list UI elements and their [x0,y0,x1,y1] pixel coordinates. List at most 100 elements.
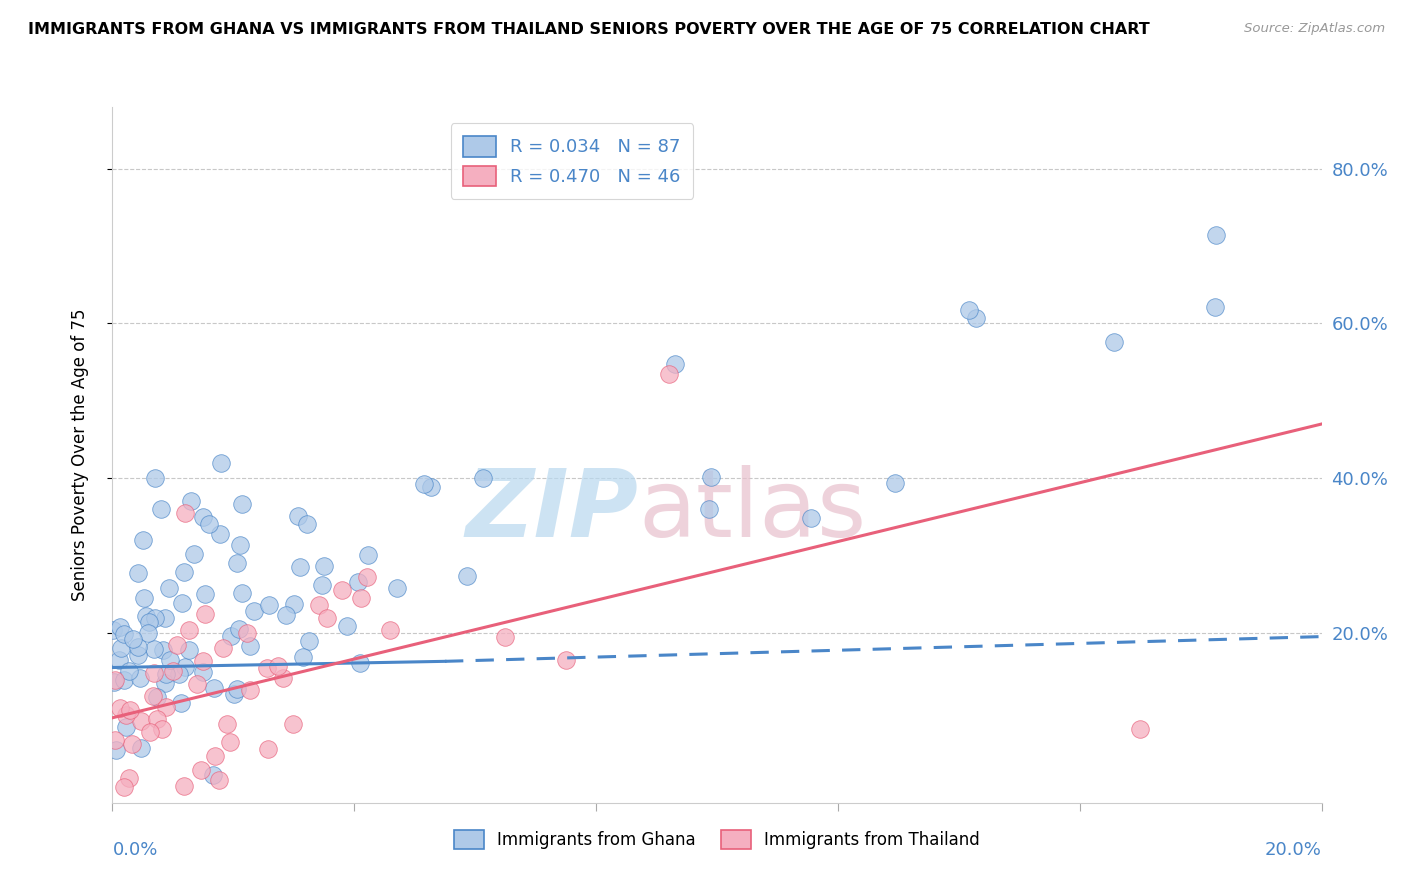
Point [295,517,318,532]
Point [127,640,149,654]
Text: 20.0%: 20.0% [1265,841,1322,859]
Point [194,587,217,601]
Legend: Immigrants from Ghana, Immigrants from Thailand: Immigrants from Ghana, Immigrants from T… [443,818,991,861]
Point [471,471,494,485]
Point [219,629,242,643]
Point [173,565,195,579]
Point [378,623,401,637]
Y-axis label: Seniors Poverty Over the Age of 75: Seniors Poverty Over the Age of 75 [70,309,89,601]
Point [1102,334,1125,349]
Point [110,641,132,656]
Point [153,611,176,625]
Point [257,742,280,756]
Point [884,475,907,490]
Point [172,596,194,610]
Point [204,749,226,764]
Point [127,648,149,662]
Point [204,681,226,695]
Point [292,649,315,664]
Point [191,509,214,524]
Point [142,689,165,703]
Point [229,538,252,552]
Point [228,622,250,636]
Point [554,653,576,667]
Point [145,712,167,726]
Point [239,639,262,653]
Point [193,665,215,679]
Point [335,618,357,632]
Point [180,494,202,508]
Point [143,611,166,625]
Point [112,673,135,688]
Point [129,671,152,685]
Point [1205,228,1227,243]
Point [122,632,145,646]
Point [283,597,305,611]
Point [104,673,127,687]
Point [298,634,321,648]
Point [129,741,152,756]
Point [219,735,242,749]
Point [311,578,333,592]
Point [112,780,135,795]
Point [217,717,239,731]
Point [114,708,136,723]
Point [274,607,297,622]
Point [239,682,262,697]
Point [138,615,160,629]
Point [242,604,264,618]
Text: Source: ZipAtlas.com: Source: ZipAtlas.com [1244,22,1385,36]
Point [136,626,159,640]
Point [271,671,294,685]
Point [167,667,190,681]
Point [357,548,380,562]
Point [104,732,127,747]
Point [155,700,177,714]
Point [191,654,214,668]
Point [135,609,157,624]
Point [127,566,149,581]
Point [330,583,353,598]
Point [114,720,136,734]
Point [225,682,247,697]
Point [356,570,378,584]
Point [139,725,162,739]
Point [1204,300,1226,314]
Point [236,625,259,640]
Point [166,638,188,652]
Text: ZIP: ZIP [465,465,638,557]
Point [349,657,371,671]
Point [120,703,142,717]
Point [190,764,212,778]
Point [143,471,166,485]
Point [413,476,436,491]
Point [101,623,124,637]
Point [186,677,208,691]
Point [257,598,280,612]
Point [256,661,278,675]
Point [208,527,231,541]
Point [177,642,200,657]
Point [103,675,125,690]
Point [157,581,180,595]
Point [170,696,193,710]
Point [142,641,165,656]
Point [143,665,166,680]
Point [385,581,408,595]
Point [198,517,221,532]
Point [658,367,681,381]
Point [104,743,127,757]
Point [1129,723,1152,737]
Point [314,559,336,574]
Point [308,598,330,612]
Point [108,653,131,667]
Point [212,641,235,656]
Point [420,480,443,494]
Point [456,569,478,583]
Point [194,607,217,622]
Point [287,508,309,523]
Point [108,700,131,714]
Point [183,547,205,561]
Point [121,737,143,751]
Point [129,714,152,728]
